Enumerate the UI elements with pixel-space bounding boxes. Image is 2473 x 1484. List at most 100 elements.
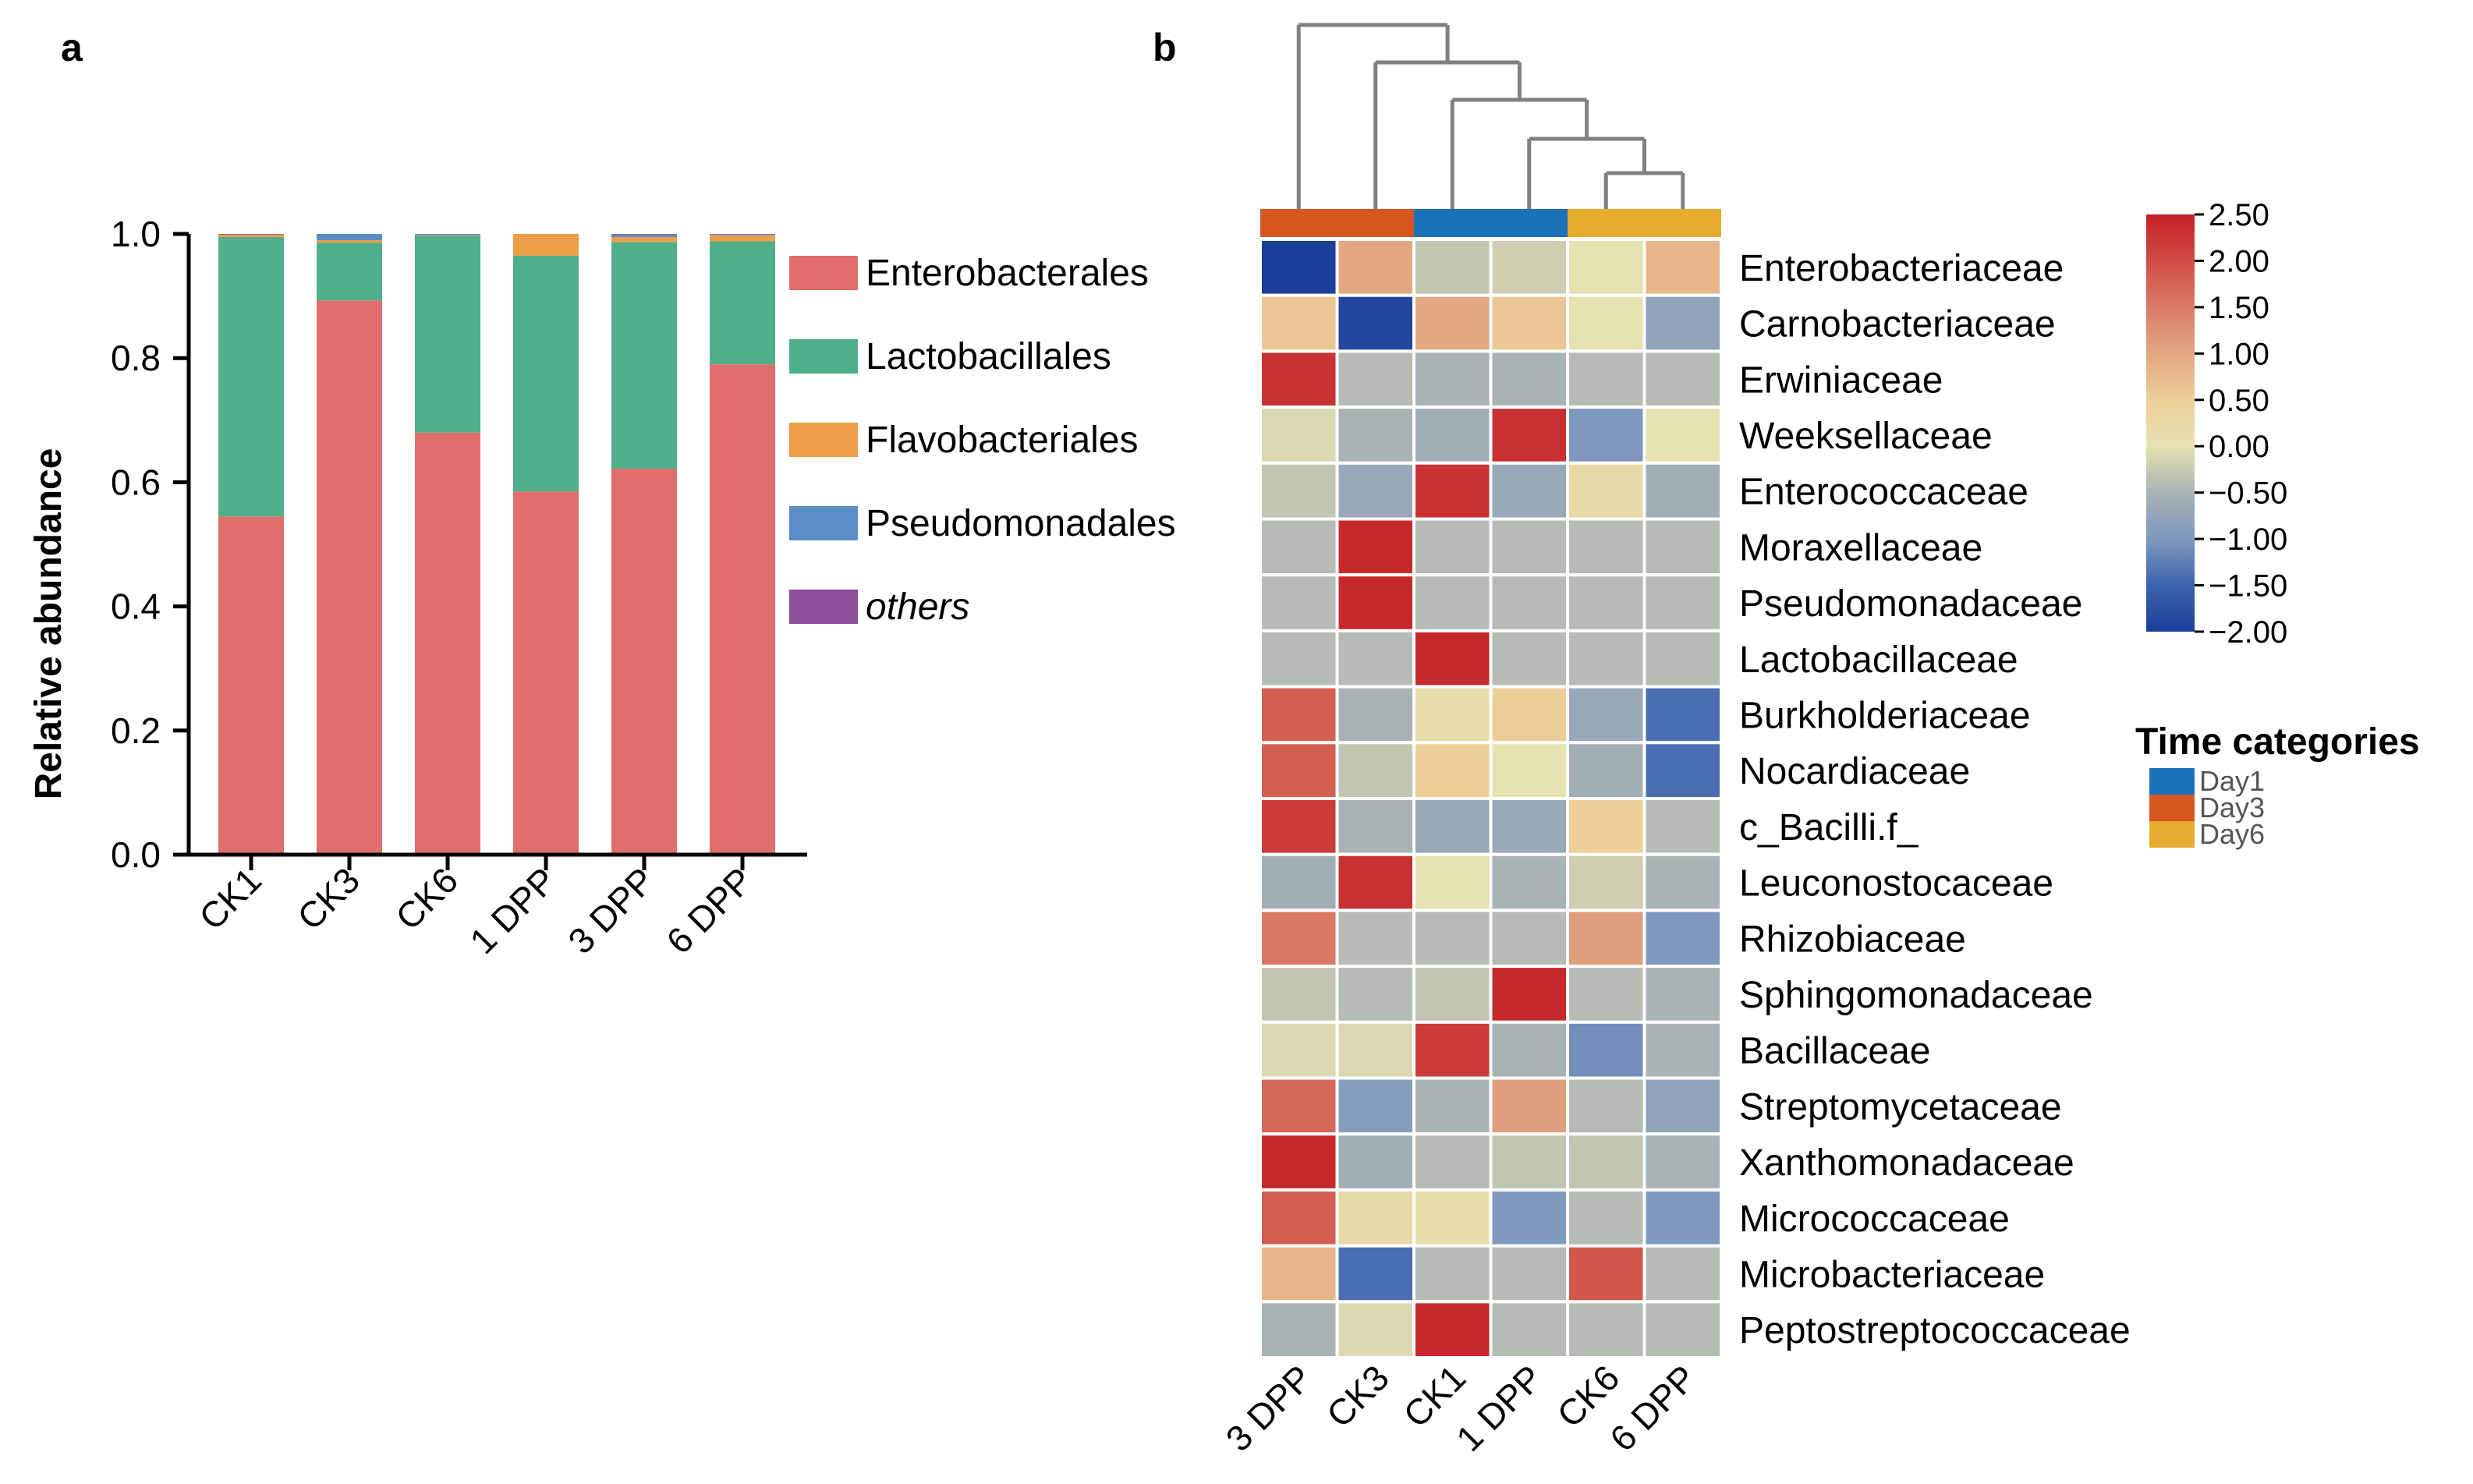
colorbar-tick-label: −1.00: [2209, 522, 2287, 557]
heatmap-cell-pseudomonadaceae-ck3: [1335, 573, 1415, 632]
bar-flavobacteriales-ck3: [317, 239, 382, 243]
heatmap-cells: [1259, 238, 1723, 1360]
heatmap-cell-burkholderiaceae-1-dpp: [1489, 685, 1569, 745]
column-dendrogram: [1296, 23, 1685, 209]
bar-lactobacillales-1-dpp: [513, 255, 579, 492]
heatmap-cell-rhizobiaceae-3-dpp: [1259, 908, 1339, 969]
y-tick-label: 1.0: [111, 214, 161, 254]
heatmap-cell-carnobacteriaceae-1-dpp: [1489, 293, 1569, 353]
heatmap-cell-rhizobiaceae-ck1: [1412, 908, 1493, 969]
heatmap-cell-sphingomonadaceae-1-dpp: [1489, 965, 1569, 1024]
heatmap-cell-bacillaceae-6-dpp: [1642, 1020, 1723, 1080]
heatmap-cell-sphingomonadaceae-6-dpp: [1642, 965, 1723, 1024]
heatmap-cell-micrococcaceae-1-dpp: [1489, 1188, 1569, 1248]
bar-enterobacterales-1-dpp: [513, 491, 579, 855]
heatmap-cell-carnobacteriaceae-ck6: [1566, 293, 1646, 353]
heatmap-cell-burkholderiaceae-6-dpp: [1642, 685, 1723, 745]
heatmap-cell-streptomycetaceae-ck6: [1566, 1076, 1646, 1136]
column-label-6-dpp: 6 DPP: [1602, 1357, 1704, 1459]
colorbar-ticks: 2.50 2.00 1.50 1.00 0.50 0.00 −0.50 −1.00 −1.50 −…: [2195, 198, 2287, 650]
time-category-swatch-day3: [2149, 795, 2195, 821]
colorbar-tick-label: 1.00: [2209, 337, 2269, 371]
bar-others-ck1: [218, 234, 284, 235]
legend-swatch-others: [789, 590, 858, 624]
heatmap-cell-erwiniaceae-1-dpp: [1489, 349, 1569, 409]
heatmap-cell-lactobacillaceae-ck6: [1566, 629, 1646, 689]
heatmap-cell-sphingomonadaceae-ck1: [1412, 965, 1493, 1024]
heatmap-cell-streptomycetaceae-6-dpp: [1642, 1076, 1723, 1136]
time-category-swatch-day1: [2149, 768, 2195, 795]
row-label-enterobacteriaceae: Enterobacteriaceae: [1739, 248, 2064, 289]
heatmap-cell-weeksellaceae-3-dpp: [1259, 406, 1339, 465]
heatmap-cell-xanthomonadaceae-ck3: [1335, 1132, 1415, 1192]
heatmap-cell-nocardiaceae-ck6: [1566, 741, 1646, 800]
time-category-label-day3: Day3: [2199, 792, 2265, 823]
bar-pseudomonadales-ck6: [415, 234, 480, 236]
heatmap-cell-weeksellaceae-1-dpp: [1489, 406, 1569, 465]
heatmap-cell-leuconostocaceae-6-dpp: [1642, 852, 1723, 912]
heatmap-cell-enterobacteriaceae-ck3: [1335, 238, 1415, 297]
bar-pseudomonadales-ck3: [317, 234, 382, 240]
heatmap-cell-c-bacilli-f-1-dpp: [1489, 797, 1569, 856]
row-label-microbacteriaceae: Microbacteriaceae: [1739, 1254, 2045, 1295]
heatmap-cell-leuconostocaceae-ck1: [1412, 852, 1493, 912]
legend-swatch-pseudomonadales: [789, 506, 858, 540]
heatmap-cell-burkholderiaceae-ck6: [1566, 685, 1646, 745]
colorbar-gradient: [2146, 214, 2195, 632]
row-label-streptomycetaceae: Streptomycetaceae: [1739, 1086, 2062, 1128]
row-label-weeksellaceae: Weeksellaceae: [1739, 416, 1993, 457]
heatmap-cell-leuconostocaceae-ck3: [1335, 852, 1415, 912]
heatmap-cell-bacillaceae-ck6: [1566, 1020, 1646, 1080]
legend-label-flavobacteriales: Flavobacteriales: [866, 420, 1139, 461]
row-label-pseudomonadaceae: Pseudomonadaceae: [1739, 583, 2082, 625]
x-tick-label: CK1: [191, 859, 269, 937]
heatmap-cell-c-bacilli-f-6-dpp: [1642, 797, 1723, 856]
x-tick-label: 3 DPP: [560, 859, 662, 962]
heatmap-cell-pseudomonadaceae-ck1: [1412, 573, 1493, 632]
heatmap-cell-c-bacilli-f-ck6: [1566, 797, 1646, 856]
heatmap-cell-bacillaceae-1-dpp: [1489, 1020, 1569, 1080]
heatmap-cell-micrococcaceae-ck6: [1566, 1188, 1646, 1248]
heatmap-cell-lactobacillaceae-ck3: [1335, 629, 1415, 689]
heatmap-cell-enterobacteriaceae-ck1: [1412, 238, 1493, 297]
heatmap-cell-enterococcaceae-ck1: [1412, 461, 1493, 521]
bar-enterobacterales-3-dpp: [611, 468, 677, 855]
category-day6-ck6: [1568, 209, 1645, 237]
heatmap-cell-microbacteriaceae-1-dpp: [1489, 1244, 1569, 1304]
heatmap-cell-c-bacilli-f-ck3: [1335, 797, 1415, 856]
category-day1-ck1: [1414, 209, 1491, 237]
legend-label-others: others: [866, 586, 969, 628]
category-day1-1-dpp: [1490, 209, 1568, 237]
bar-enterobacterales-ck6: [415, 432, 480, 855]
x-tick-label: 1 DPP: [462, 859, 564, 962]
x-tick-label: 6 DPP: [658, 859, 760, 962]
heatmap-cell-xanthomonadaceae-1-dpp: [1489, 1132, 1569, 1192]
heatmap-cell-weeksellaceae-6-dpp: [1642, 406, 1723, 465]
bar-flavobacteriales-6-dpp: [710, 235, 775, 242]
bar-enterobacterales-ck3: [317, 300, 382, 855]
heatmap-cell-lactobacillaceae-3-dpp: [1259, 629, 1339, 689]
heatmap-cell-moraxellaceae-ck3: [1335, 517, 1415, 577]
row-label-carnobacteriaceae: Carnobacteriaceae: [1739, 304, 2056, 345]
heatmap-cell-microbacteriaceae-3-dpp: [1259, 1244, 1339, 1304]
heatmap-cell-micrococcaceae-ck3: [1335, 1188, 1415, 1248]
y-tick-label: 0.6: [111, 462, 161, 502]
heatmap-cell-leuconostocaceae-1-dpp: [1489, 852, 1569, 912]
panel-a-label: a: [61, 26, 83, 69]
colorbar-tick-label: 2.50: [2209, 198, 2269, 232]
row-label-xanthomonadaceae: Xanthomonadaceae: [1739, 1142, 2074, 1184]
row-label-lactobacillaceae: Lactobacillaceae: [1739, 639, 2018, 681]
bar-lactobacillales-ck1: [218, 236, 284, 517]
heatmap-chart: Enterobacteriaceae Carnobacteriaceae Erwin…: [1218, 23, 2420, 1459]
heatmap-cell-burkholderiaceae-3-dpp: [1259, 685, 1339, 745]
heatmap-cell-micrococcaceae-3-dpp: [1259, 1188, 1339, 1248]
colorbar-tick-label: −2.00: [2209, 615, 2287, 650]
heatmap-cell-enterobacteriaceae-6-dpp: [1642, 238, 1723, 297]
time-category-label-day6: Day6: [2199, 818, 2265, 850]
heatmap-cell-moraxellaceae-3-dpp: [1259, 517, 1339, 577]
row-label-leuconostocaceae: Leuconostocaceae: [1739, 863, 2053, 905]
stacked-bar-chart: Relative abundance 0.0 0.2 0.4 0.6 0.8 1.0 CK…: [28, 214, 1176, 962]
bar-others-3-dpp: [611, 234, 677, 235]
